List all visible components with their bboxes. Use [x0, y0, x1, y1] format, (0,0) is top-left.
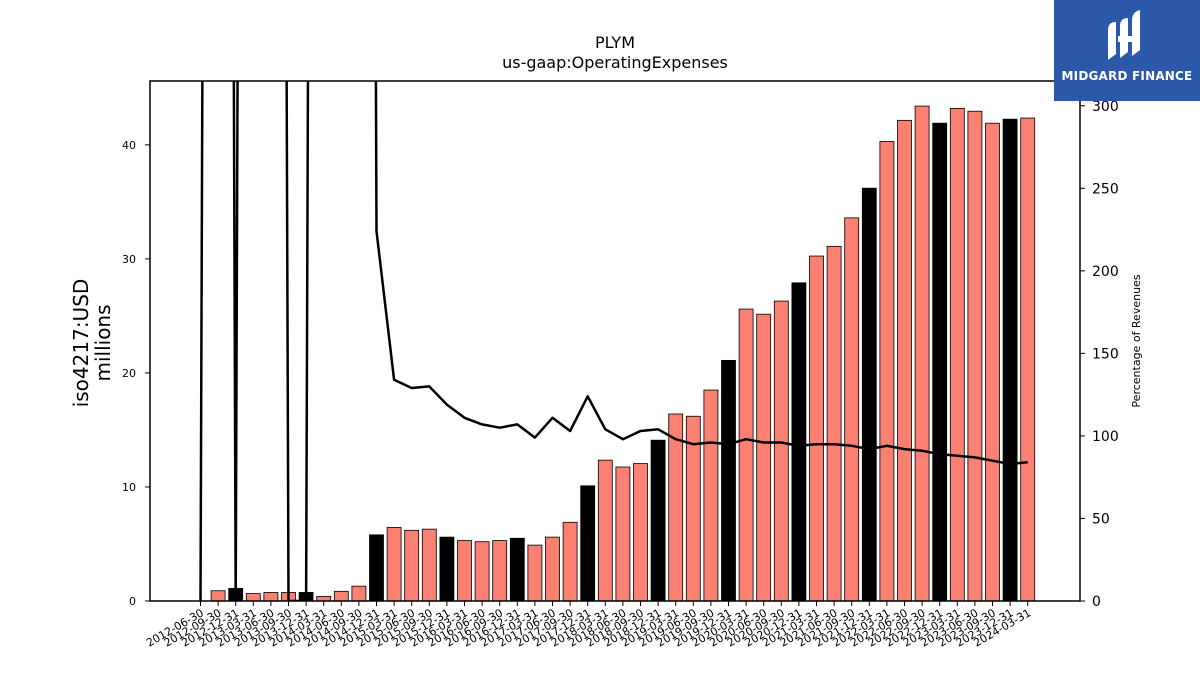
bar-2023-03-31 [949, 107, 965, 602]
y2-tick-label: 150 [1092, 346, 1119, 362]
y2-tick-label: 250 [1092, 181, 1119, 197]
y-tick-label: 10 [122, 481, 136, 494]
bar-2019-12-31 [721, 359, 736, 602]
y2-tick-label: 0 [1092, 594, 1101, 610]
bar-2018-06-30 [615, 466, 631, 602]
bar-2022-03-31 [879, 141, 895, 602]
bar-2016-03-31 [457, 540, 472, 602]
bar-2013-03-31 [245, 593, 261, 602]
brand-name: MIDGARD FINANCE [1061, 69, 1193, 83]
bar-2015-03-31 [386, 527, 402, 602]
bar-2015-09-30 [421, 528, 437, 602]
bar-2020-09-30 [773, 300, 789, 602]
chart-title: PLYM [595, 33, 635, 52]
plot-frame [149, 80, 1081, 602]
bar-2016-09-30 [492, 540, 508, 602]
bar-2019-09-30 [703, 389, 719, 602]
chart-subtitle: us-gaap:OperatingExpenses [502, 53, 728, 72]
y-axis-right: 0 50 100 150 200 250 300 [1080, 99, 1119, 610]
bar-2021-03-31 [809, 255, 824, 602]
bar-2014-06-30 [333, 590, 349, 602]
bar-2016-12-31 [509, 537, 525, 602]
bar-2013-06-30 [263, 592, 279, 602]
y-tick-label: 20 [122, 367, 136, 380]
bar-2015-06-30 [404, 529, 420, 602]
bar-2024-03-31 [1020, 117, 1036, 602]
bar-2017-12-31 [580, 485, 596, 602]
y-axis-label: iso4217:USD [69, 279, 93, 408]
bar-2022-06-30 [897, 119, 912, 602]
bar-2021-06-30 [826, 245, 842, 602]
y-tick-label: 40 [122, 139, 136, 152]
bar-2018-12-31 [650, 439, 666, 602]
brand-logo: MIDGARD FINANCE [1054, 0, 1200, 101]
bar-2014-12-31 [369, 534, 384, 602]
bar-2015-12-31 [439, 536, 455, 602]
bar-2018-09-30 [633, 463, 648, 602]
bar-2021-12-31 [861, 187, 877, 602]
bar-2020-06-30 [756, 313, 772, 602]
percentage-line [199, 81, 1028, 601]
bars-group [210, 105, 1036, 602]
bar-2022-12-31 [932, 122, 948, 602]
y-tick-label: 30 [122, 253, 136, 266]
y2-axis-label: Percentage of Revenues [1130, 274, 1143, 407]
bar-2020-03-31 [738, 308, 754, 602]
bar-2017-09-30 [562, 521, 578, 602]
y-axis-left: 0 10 20 30 40 [122, 139, 150, 608]
y-axis-label-line2: millions [91, 304, 115, 381]
bar-2017-06-30 [545, 536, 560, 602]
bar-2017-03-31 [527, 544, 543, 602]
bar-2012-09-30 [210, 590, 226, 602]
bar-2023-09-30 [985, 122, 1000, 602]
midgard-logo-icon [1108, 10, 1140, 60]
bar-2022-09-30 [914, 105, 930, 602]
bar-2019-03-31 [668, 413, 684, 602]
bar-2014-09-30 [351, 585, 367, 602]
bar-2020-12-31 [791, 282, 807, 602]
y2-tick-label: 50 [1092, 511, 1110, 527]
bar-2018-03-31 [597, 459, 613, 602]
bar-2023-06-30 [967, 110, 983, 602]
x-axis: 2012-06-302012-09-302012-12-312013-03-31… [144, 601, 1033, 650]
bar-2016-06-30 [474, 541, 490, 602]
y2-tick-label: 300 [1092, 99, 1119, 115]
y2-tick-label: 200 [1092, 264, 1119, 280]
y2-tick-label: 100 [1092, 429, 1119, 445]
bar-2023-12-31 [1002, 118, 1018, 602]
y-tick-label: 0 [129, 595, 136, 608]
bar-2021-09-30 [844, 217, 860, 602]
